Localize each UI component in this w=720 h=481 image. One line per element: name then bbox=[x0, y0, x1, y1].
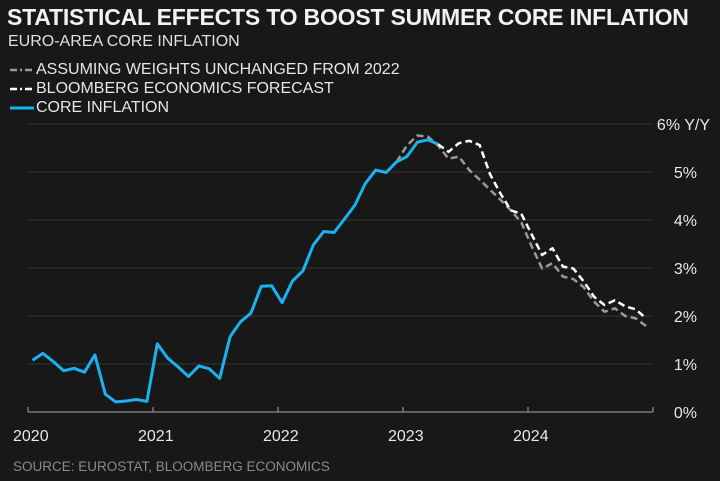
series-line-1 bbox=[395, 134, 647, 328]
legend-swatch-dashed-white bbox=[10, 87, 34, 90]
chart-subtitle: EURO-AREA CORE INFLATION bbox=[8, 33, 240, 50]
legend-swatch-dashed-gray bbox=[10, 68, 34, 71]
legend: ASSUMING WEIGHTS UNCHANGED FROM 2022 BLO… bbox=[10, 60, 400, 117]
y-tick-label: 6% Y/Y bbox=[657, 117, 710, 134]
x-axis bbox=[27, 407, 654, 413]
x-tick-label: 2024 bbox=[513, 428, 549, 445]
legend-label: ASSUMING WEIGHTS UNCHANGED FROM 2022 bbox=[36, 60, 400, 78]
x-tick-label: 2022 bbox=[263, 428, 299, 445]
y-tick-label: 2% bbox=[674, 309, 697, 326]
gridlines bbox=[28, 123, 653, 365]
y-axis-labels: 0% 1% 2% 3% 4% 5% 6% Y/Y bbox=[657, 117, 710, 422]
legend-item-unchanged-weights: ASSUMING WEIGHTS UNCHANGED FROM 2022 bbox=[10, 60, 400, 79]
y-tick-label: 0% bbox=[674, 405, 697, 422]
series-line-2 bbox=[437, 139, 647, 320]
x-tick-label: 2020 bbox=[13, 428, 49, 445]
y-tick-label: 3% bbox=[674, 261, 697, 278]
legend-item-forecast: BLOOMBERG ECONOMICS FORECAST bbox=[10, 79, 400, 98]
y-tick-label: 4% bbox=[674, 213, 697, 230]
x-tick-label: 2021 bbox=[138, 428, 174, 445]
series-line-0 bbox=[31, 138, 439, 404]
y-tick-label: 5% bbox=[674, 165, 697, 182]
x-tick-label: 2023 bbox=[388, 428, 424, 445]
legend-label: CORE INFLATION bbox=[36, 98, 170, 116]
legend-swatch-solid-blue bbox=[10, 106, 34, 109]
chart-title: STATISTICAL EFFECTS TO BOOST SUMMER CORE… bbox=[7, 4, 689, 30]
legend-item-core-inflation: CORE INFLATION bbox=[10, 98, 400, 117]
legend-label: BLOOMBERG ECONOMICS FORECAST bbox=[36, 79, 334, 97]
series-lines bbox=[31, 134, 647, 404]
y-tick-label: 1% bbox=[674, 357, 697, 374]
source-note: SOURCE: EUROSTAT, BLOOMBERG ECONOMICS bbox=[13, 459, 330, 474]
x-axis-labels: 2020 2021 2022 2023 2024 bbox=[13, 428, 549, 445]
